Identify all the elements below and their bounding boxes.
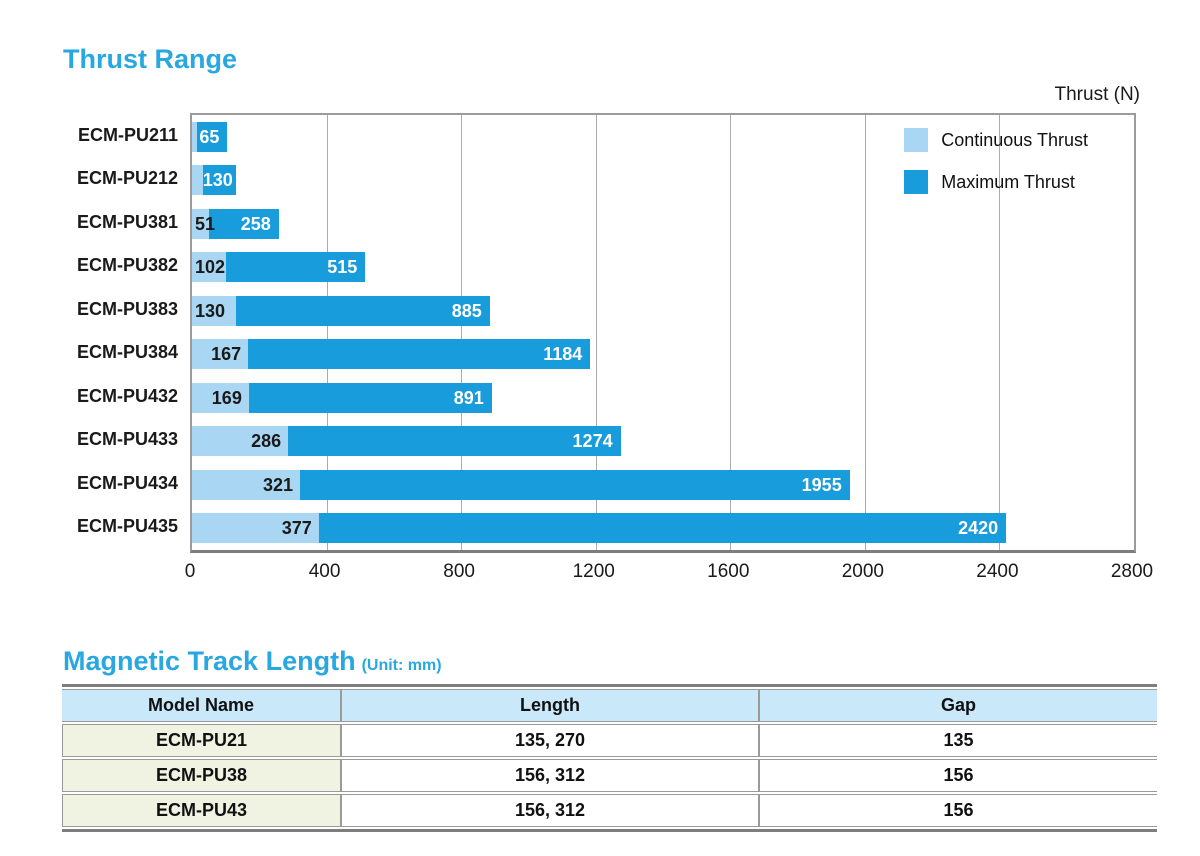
bar-row-ECM-PU433: 1274 286 <box>192 426 1134 456</box>
x-tick-400: 400 <box>308 561 341 582</box>
continuous-thrust-value-label: 286 <box>251 431 282 451</box>
gridline-2400 <box>999 115 1001 550</box>
maximum-thrust-bar: 891 <box>248 383 492 413</box>
table-header: Model Name Length Gap <box>62 689 1157 722</box>
legend-label: Maximum Thrust <box>941 171 1075 192</box>
bar-row-ECM-PU383: 885 130 <box>192 296 1134 326</box>
x-tick-1600: 1600 <box>707 561 750 582</box>
continuous-thrust-value-label: 51 <box>195 214 216 234</box>
bar-row-ECM-PU435: 2420 377 <box>192 513 1134 543</box>
category-label-ECM-PU384: ECM-PU384 <box>76 342 178 362</box>
bar-row-ECM-PU432: 891 169 <box>192 383 1134 413</box>
thrust-chart-title: Thrust Range <box>63 44 238 74</box>
bar-row-ECM-PU381: 258 51 <box>192 209 1134 239</box>
continuous-thrust-bar <box>192 209 210 239</box>
x-tick-2800: 2800 <box>1110 561 1154 582</box>
continuous-thrust-bar <box>192 165 203 195</box>
x-tick-0: 0 <box>184 561 196 582</box>
length-cell: 135, 270 <box>340 724 758 757</box>
column-header-model-name: Model Name <box>62 689 340 722</box>
category-label-ECM-PU212: ECM-PU212 <box>76 168 178 188</box>
maximum-thrust-bar: 258 <box>209 209 279 239</box>
continuous-thrust-bar <box>192 426 289 456</box>
legend-entry: Continuous Thrust <box>904 128 1088 152</box>
bar-row-ECM-PU382: 515 102 <box>192 252 1134 282</box>
length-cell: 156, 312 <box>340 759 758 792</box>
gridline-1600 <box>730 115 732 550</box>
gap-cell: 156 <box>758 759 1157 792</box>
maximum-thrust-bar: 1274 <box>288 426 621 456</box>
category-label-ECM-PU433: ECM-PU433 <box>76 429 178 449</box>
chart-legend: Continuous Thrust Maximum Thrust <box>904 128 1088 212</box>
continuous-thrust-value-label: 167 <box>211 344 242 364</box>
maximum-thrust-bar: 515 <box>226 252 366 282</box>
continuous-thrust-value-label: 102 <box>195 257 226 277</box>
maximum-thrust-bar: 1184 <box>248 339 591 369</box>
legend-label: Continuous Thrust <box>941 129 1088 150</box>
track-table-title: Magnetic Track Length (Unit: mm) <box>63 646 442 677</box>
model-name-cell: ECM-PU21 <box>62 724 340 757</box>
model-name-cell: ECM-PU43 <box>62 794 340 827</box>
column-header-length: Length <box>340 689 758 722</box>
category-label-ECM-PU381: ECM-PU381 <box>76 212 178 232</box>
continuous-thrust-bar <box>192 122 198 152</box>
continuous-thrust-bar <box>192 513 319 543</box>
gridline-400 <box>326 115 328 550</box>
bar-row-ECM-PU384: 1184 167 <box>192 339 1134 369</box>
model-name-cell: ECM-PU38 <box>62 759 340 792</box>
maximum-thrust-bar: 885 <box>235 296 490 326</box>
bar-row-ECM-PU434: 1955 321 <box>192 470 1134 500</box>
table-body: ECM-PU21 135, 270 135 ECM-PU38 156, 312 156 EC… <box>62 724 1157 827</box>
x-tick-1200: 1200 <box>572 561 615 582</box>
category-label-ECM-PU211: ECM-PU211 <box>77 125 178 145</box>
table-row: ECM-PU21 135, 270 135 <box>62 724 1157 757</box>
continuous-thrust-bar <box>192 470 300 500</box>
length-cell: 156, 312 <box>340 794 758 827</box>
gridline-800 <box>461 115 463 550</box>
track-table-title-text: Magnetic Track Length <box>63 646 356 676</box>
gridline-2000 <box>864 115 866 550</box>
legend-entry: Maximum Thrust <box>904 170 1088 194</box>
continuous-thrust-bar <box>192 296 236 326</box>
legend-swatch-icon <box>904 128 929 152</box>
category-label-ECM-PU383: ECM-PU383 <box>76 299 178 319</box>
gap-cell: 156 <box>758 794 1157 827</box>
continuous-thrust-bar <box>192 383 249 413</box>
maximum-thrust-bar: 65 <box>197 122 228 152</box>
table-row: ECM-PU38 156, 312 156 <box>62 759 1157 792</box>
gap-cell: 135 <box>758 724 1157 757</box>
x-tick-2000: 2000 <box>841 561 884 582</box>
column-header-gap: Gap <box>758 689 1157 722</box>
track-table-unit-note: (Unit: mm) <box>361 657 442 674</box>
thrust-bar-chart: 65 130 258 51 515 102 885 130 1184 167 891 169 1274 2… <box>190 113 1136 553</box>
x-tick-2400: 2400 <box>976 561 1019 582</box>
maximum-thrust-bar: 1955 <box>299 470 850 500</box>
continuous-thrust-value-label: 130 <box>195 301 226 321</box>
continuous-thrust-bar <box>192 252 227 282</box>
continuous-thrust-value-label: 377 <box>281 518 312 538</box>
continuous-thrust-value-label: 169 <box>211 388 242 408</box>
thrust-axis-title: Thrust (N) <box>1054 84 1141 105</box>
table-row: ECM-PU43 156, 312 156 <box>62 794 1157 827</box>
maximum-thrust-bar: 130 <box>202 165 236 195</box>
category-label-ECM-PU434: ECM-PU434 <box>76 473 178 493</box>
bar-row-ECM-PU211: 65 <box>192 122 1134 152</box>
category-label-ECM-PU382: ECM-PU382 <box>76 255 178 275</box>
category-label-ECM-PU435: ECM-PU435 <box>76 516 178 536</box>
category-label-ECM-PU432: ECM-PU432 <box>76 386 178 406</box>
continuous-thrust-bar <box>192 339 249 369</box>
maximum-thrust-bar: 2420 <box>318 513 1007 543</box>
bar-row-ECM-PU212: 130 <box>192 165 1134 195</box>
gridline-1200 <box>595 115 597 550</box>
continuous-thrust-value-label: 321 <box>262 475 293 495</box>
legend-swatch-icon <box>904 170 929 194</box>
magnetic-track-length-table: Model Name Length Gap ECM-PU21 135, 270 135 E… <box>62 684 1157 832</box>
x-tick-800: 800 <box>443 561 475 582</box>
